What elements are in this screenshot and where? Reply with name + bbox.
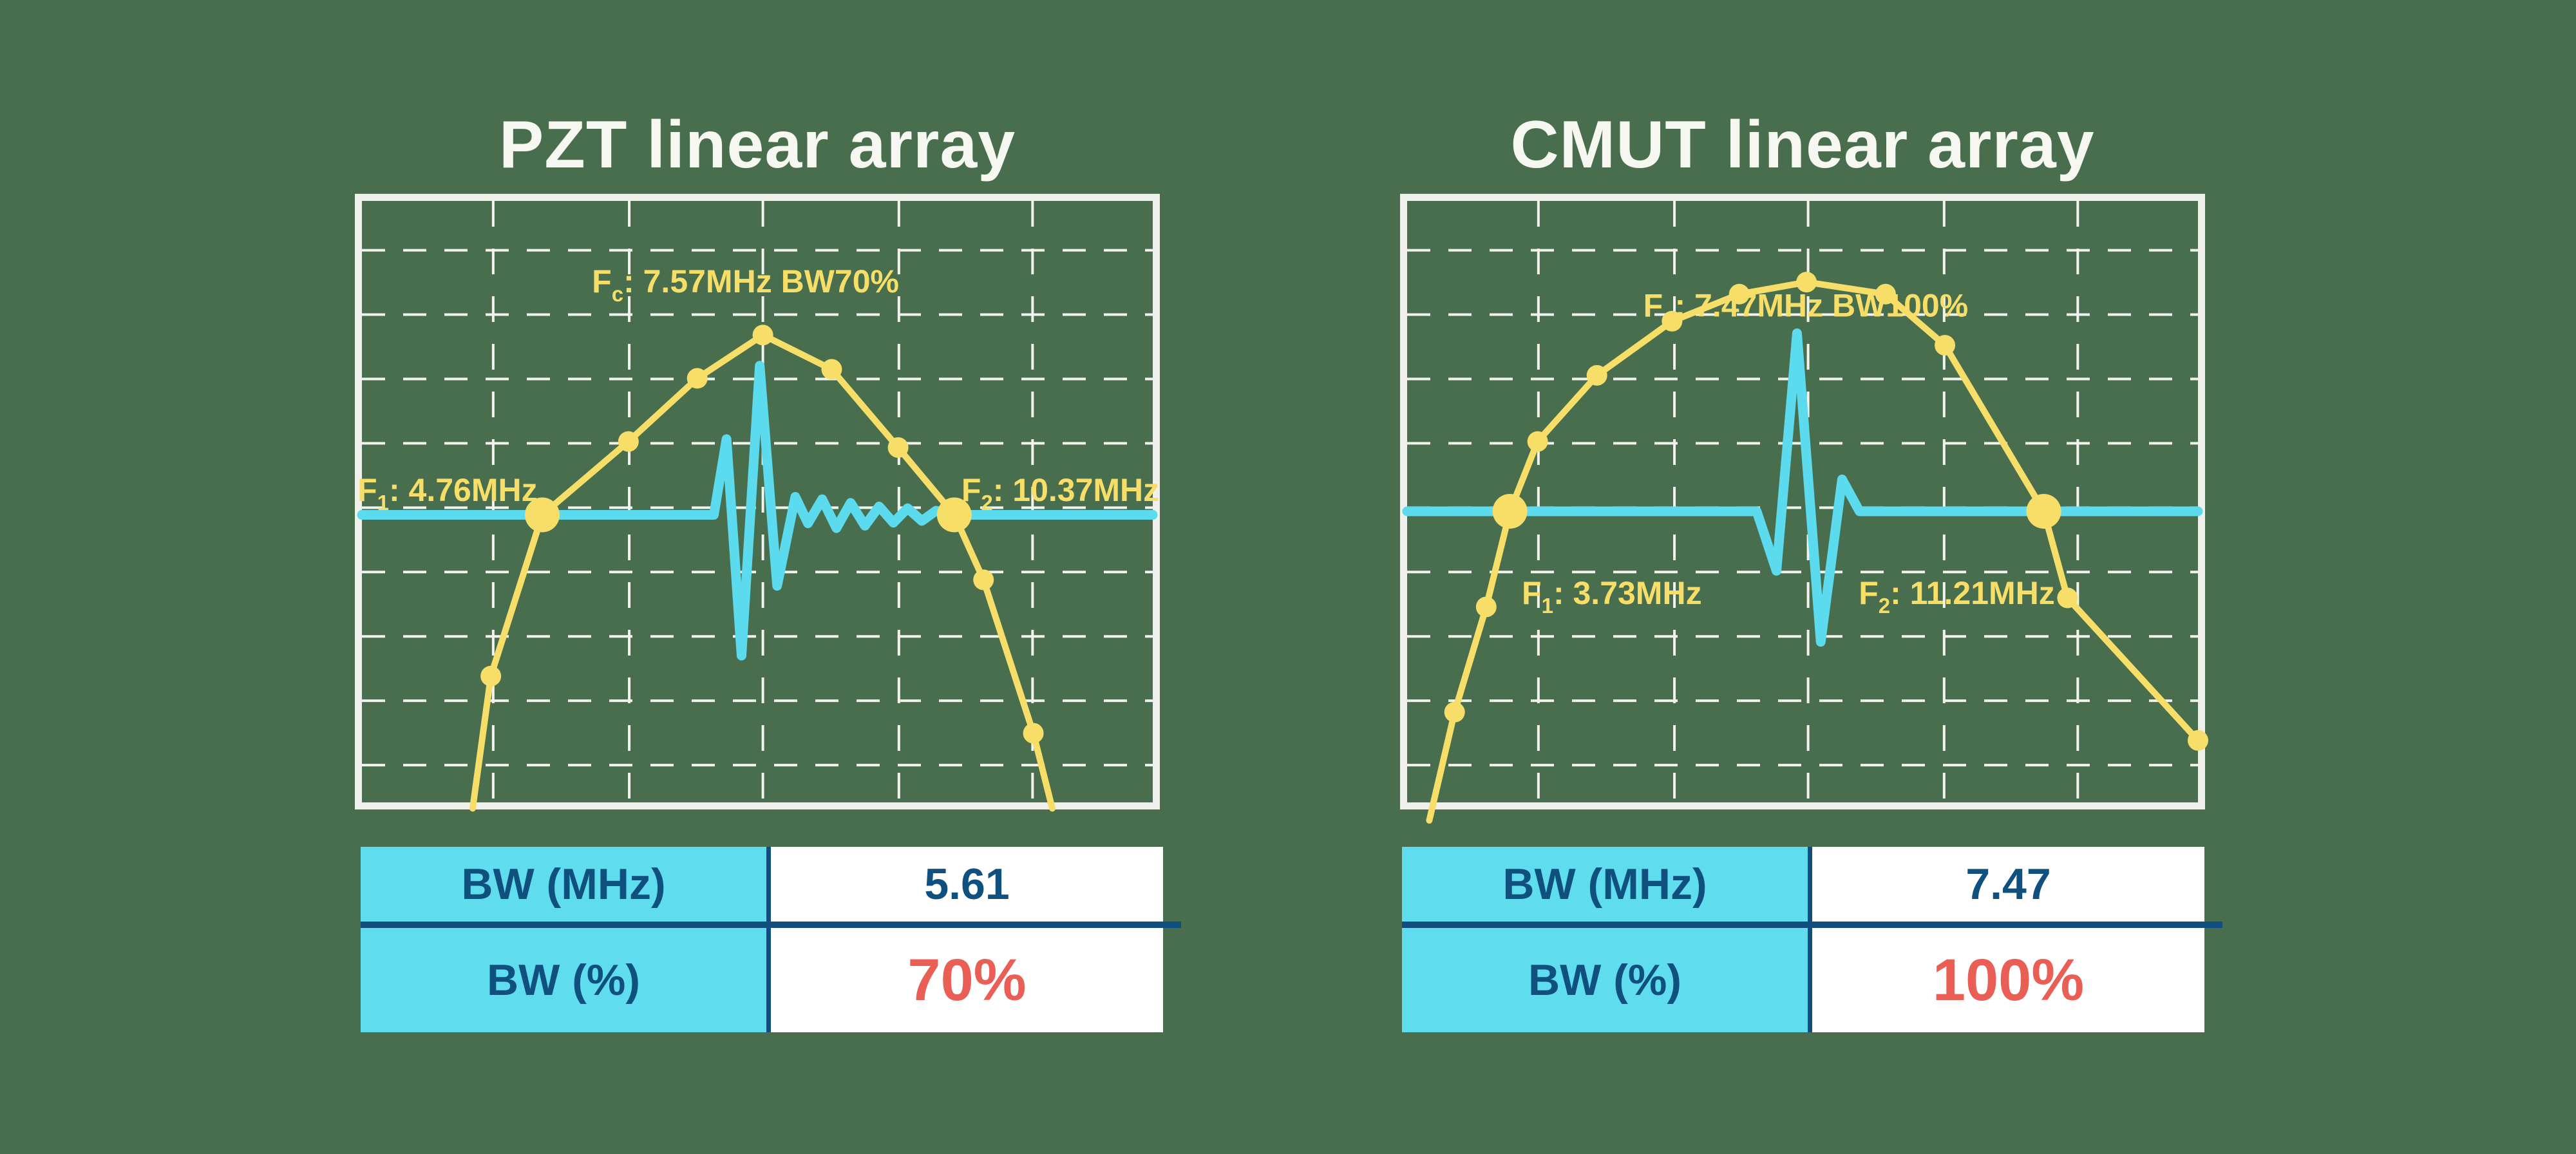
data-point-dot [687, 368, 708, 389]
table-label-bw-pct: BW (%) [1402, 928, 1808, 1032]
panel-title-pzt: PZT linear array [498, 108, 1016, 182]
data-point-dot [752, 325, 773, 346]
spectrum-curve [469, 332, 1056, 812]
data-point-dot [1475, 596, 1497, 618]
fc-annotation: Fc: 7.47MHz BW100% [1643, 287, 1969, 330]
pzt-plot: Fc: 7.57MHz BW70% F1: 4.76MHz F2: 10.37MHz [357, 201, 1159, 812]
bandwidth-edge-dot [1492, 493, 1528, 529]
bandwidth-table-pzt: BW (MHz) 5.61 BW (%) 70% [361, 847, 1181, 1032]
table-value-bw-pct: 100% [1812, 928, 2204, 1032]
f1-annotation: F1: 4.76MHz [357, 472, 538, 515]
chart-cmut: Fc: 7.47MHz BW100% F1: 3.73MHz F2: 11.21MH… [1400, 194, 2208, 824]
chart-pzt: Fc: 7.57MHz BW70% F1: 4.76MHz F2: 10.37MHz [355, 194, 1160, 812]
data-point-dot [1875, 283, 1896, 305]
data-point-dot [887, 437, 909, 458]
data-point-dot [1728, 283, 1750, 305]
data-point-dot [1586, 364, 1607, 386]
data-point-dot [618, 431, 639, 452]
data-point-dot [821, 359, 842, 380]
cmut-plot: Fc: 7.47MHz BW100% F1: 3.73MHz F2: 11.21MH… [1402, 201, 2208, 824]
table-label-bw-pct: BW (%) [361, 928, 766, 1032]
fc-annotation: Fc: 7.57MHz BW70% [592, 263, 899, 306]
data-point-dot [1662, 310, 1683, 332]
table-row-divider [361, 922, 1181, 928]
data-point-dot [1444, 701, 1465, 723]
data-point-dot [480, 665, 502, 686]
bandwidth-table-cmut: BW (MHz) 7.47 BW (%) 100% [1402, 847, 2222, 1032]
pulse-waveform [1402, 328, 2203, 647]
table-column-divider [766, 847, 771, 1032]
table-value-bw-mhz: 5.61 [771, 847, 1163, 922]
table-value-bw-mhz: 7.47 [1812, 847, 2204, 922]
f1-annotation: F1: 3.73MHz [1522, 575, 1702, 618]
data-point-dot [1796, 272, 1817, 293]
pulse-waveform [357, 361, 1158, 661]
data-point-dot [2057, 587, 2078, 609]
data-point-dot [1935, 335, 1956, 356]
table-value-bw-pct: 70% [771, 928, 1163, 1032]
table-row-divider [1402, 922, 2222, 928]
bandwidth-edge-dot [524, 497, 560, 533]
f2-annotation: F2: 11.21MHz [1859, 575, 2055, 618]
table-label-bw-mhz: BW (MHz) [361, 847, 766, 922]
f2-annotation: F2: 10.37MHz [961, 472, 1159, 515]
data-point-dot [1527, 431, 1548, 452]
spectrum-curve [1426, 279, 2201, 824]
bandwidth-edge-dot [936, 497, 972, 533]
table-label-bw-mhz: BW (MHz) [1402, 847, 1808, 922]
panel-title-cmut: CMUT linear array [1510, 108, 2095, 182]
data-point-dot [2188, 730, 2208, 751]
data-point-dot [973, 569, 994, 591]
bandwidth-edge-dot [2026, 493, 2061, 529]
data-point-dot [1023, 723, 1044, 744]
table-column-divider [1808, 847, 1812, 1032]
